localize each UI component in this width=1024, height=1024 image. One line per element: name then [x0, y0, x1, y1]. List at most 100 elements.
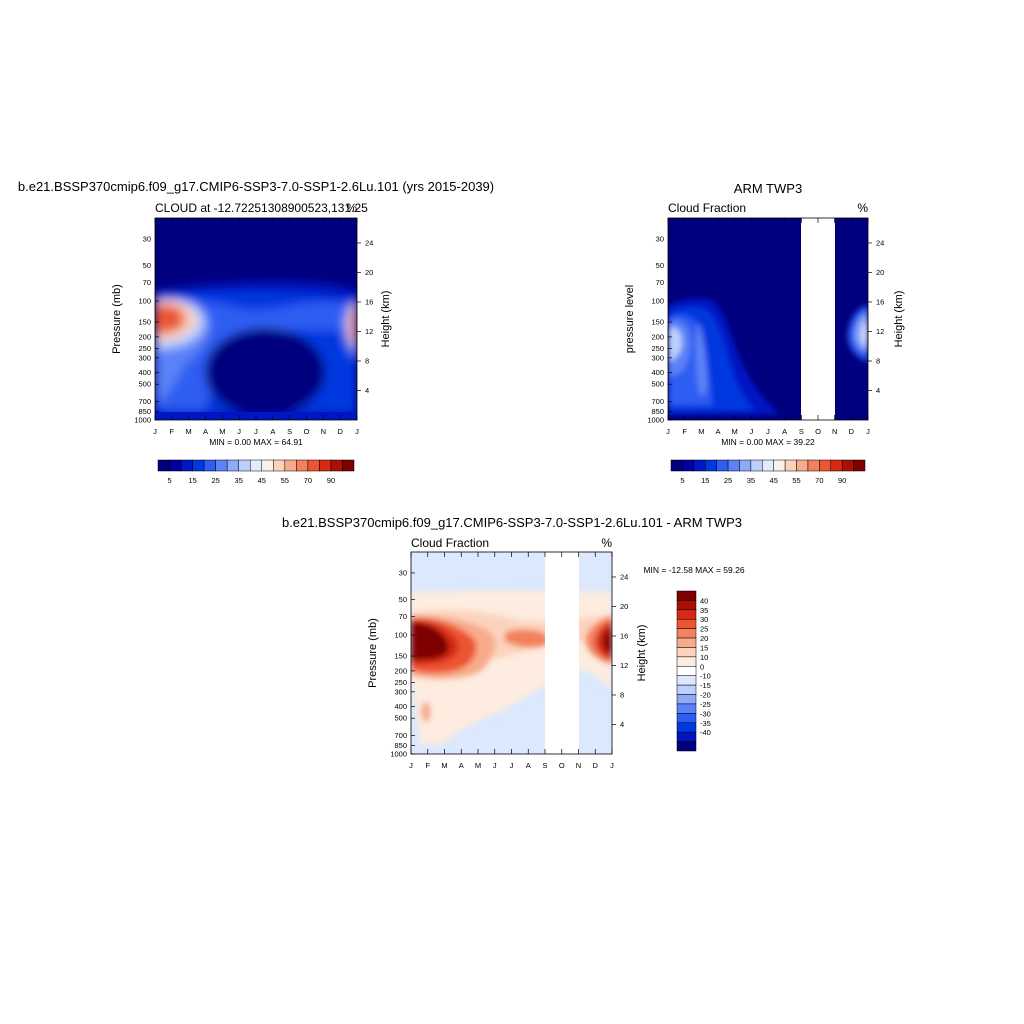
- panel3-xtick-label: F: [425, 761, 430, 770]
- colorbar-label: 40: [700, 596, 708, 605]
- panel1-xtick-label: A: [270, 427, 275, 436]
- colorbar-swatch: [676, 656, 697, 667]
- panel1-xtick-label: S: [287, 427, 292, 436]
- colorbar-swatch: [762, 459, 774, 472]
- colorbar-label: 25: [211, 476, 219, 485]
- panel1-xtick-label: M: [219, 427, 225, 436]
- colorbar-swatch: [169, 459, 182, 472]
- panel3-ytick-label: 700: [394, 731, 407, 740]
- panel3-xtick-label: D: [593, 761, 599, 770]
- colorbar-label: 55: [281, 476, 289, 485]
- panel3-ytick-right-label: 16: [620, 631, 628, 640]
- colorbar-label: 35: [747, 476, 755, 485]
- colorbar-swatch: [261, 459, 274, 472]
- colorbar-swatch: [676, 628, 697, 639]
- colorbar-swatch: [676, 703, 697, 714]
- colorbar-swatch: [330, 459, 343, 472]
- panel2-xtick-label: D: [849, 427, 855, 436]
- panel1-xtick-label: D: [337, 427, 343, 436]
- colorbar-swatch: [676, 600, 697, 611]
- colorbar-swatch: [784, 459, 797, 472]
- panel3-xtick-label: N: [576, 761, 581, 770]
- panel2-ytick-label: 100: [651, 297, 664, 306]
- panel3-subtitle-left: Cloud Fraction: [411, 536, 489, 550]
- colorbar-swatch: [676, 590, 697, 601]
- panel2-xtick-label: J: [766, 427, 770, 436]
- colorbar-swatch: [284, 459, 297, 472]
- colorbar-label: 15: [188, 476, 196, 485]
- panel2-xtick-label: A: [782, 427, 787, 436]
- colorbar-label: 90: [838, 476, 846, 485]
- colorbar-swatch: [296, 459, 309, 472]
- panel3-ytick-label: 300: [394, 687, 407, 696]
- panel2-ytick-right-label: 24: [876, 238, 884, 247]
- panel2-ytick-label: 500: [651, 380, 664, 389]
- colorbar-label: -10: [700, 672, 711, 681]
- panel3-ytick-label: 250: [394, 678, 407, 687]
- panel1-xtick-label: J: [355, 427, 359, 436]
- panel3-ytick-right-label: 4: [620, 720, 624, 729]
- colorbar-label: 15: [700, 643, 708, 652]
- panel3-xtick-label: J: [493, 761, 497, 770]
- panel3-xtick-label: A: [459, 761, 464, 770]
- panel1-xtick-label: J: [153, 427, 157, 436]
- panel1-xtick-label: N: [321, 427, 326, 436]
- colorbar-swatch: [676, 666, 697, 676]
- panel1-ylabel-right: Height (km): [380, 291, 392, 348]
- panel3-ytick-label: 500: [394, 714, 407, 723]
- panel1-ytick-label: 300: [138, 353, 151, 362]
- colorbar-label: 25: [700, 625, 708, 634]
- panel2-ytick-label: 70: [656, 278, 664, 287]
- panel1-ytick-label: 500: [138, 380, 151, 389]
- panel1-title: b.e21.BSSP370cmip6.f09_g17.CMIP6-SSP3-7.…: [18, 179, 494, 194]
- panel3-ytick-right-label: 12: [620, 661, 628, 670]
- colorbar-swatch: [238, 459, 251, 472]
- colorbar-swatch: [192, 459, 205, 472]
- panel1-ytick-label: 30: [143, 234, 151, 243]
- panel3-field: [411, 552, 612, 754]
- colorbar-label: -20: [700, 691, 711, 700]
- panel2-xtick-label: O: [815, 427, 821, 436]
- panel2-ytick-label: 400: [651, 368, 664, 377]
- panel1-ytick-label: 1000: [134, 416, 151, 425]
- panel2-xtick-label: M: [732, 427, 738, 436]
- panel2-title: ARM TWP3: [734, 181, 802, 196]
- panel3-subtitle-right: %: [601, 536, 612, 550]
- panel2-xtick-label: M: [698, 427, 704, 436]
- panel3-ylabel-right: Height (km): [636, 625, 648, 682]
- colorbar-label: 35: [235, 476, 243, 485]
- panel2-xtick-label: J: [666, 427, 670, 436]
- panel3-ytick-label: 30: [399, 568, 407, 577]
- panel3-ytick-label: 100: [394, 631, 407, 640]
- colorbar-label: 10: [700, 653, 708, 662]
- panel3-ylabel: Pressure (mb): [367, 618, 379, 688]
- colorbar-swatch: [750, 459, 763, 472]
- colorbar-label: -15: [700, 681, 711, 690]
- panel1-ytick-label: 150: [138, 318, 151, 327]
- colorbar-label: 35: [700, 606, 708, 615]
- colorbar-swatch: [215, 459, 228, 472]
- colorbar-label: 5: [167, 476, 171, 485]
- colorbar-swatch: [682, 459, 695, 472]
- panel3-ytick-label: 50: [399, 595, 407, 604]
- colorbar-swatch: [319, 459, 332, 472]
- colorbar-label: 15: [701, 476, 709, 485]
- colorbar-swatch: [693, 459, 706, 472]
- panel1-ytick-right-label: 16: [365, 297, 373, 306]
- panel3-ytick-right-label: 8: [620, 690, 624, 699]
- panel1-field: [155, 218, 357, 420]
- panel1-ytick-label: 100: [138, 297, 151, 306]
- panel2-ytick-right-label: 8: [876, 356, 880, 365]
- panel1-ytick-label: 200: [138, 332, 151, 341]
- panel3-title: b.e21.BSSP370cmip6.f09_g17.CMIP6-SSP3-7.…: [282, 515, 742, 530]
- panel3-ytick-label: 1000: [390, 750, 407, 759]
- panel3-ytick-right-label: 24: [620, 572, 628, 581]
- colorbar-swatch: [716, 459, 729, 472]
- panel1-ytick-label: 700: [138, 397, 151, 406]
- colorbar-swatch: [830, 459, 843, 472]
- colorbar-swatch: [676, 722, 697, 733]
- panel3-xtick-label: J: [510, 761, 514, 770]
- panel2-xtick-label: A: [715, 427, 720, 436]
- colorbar-swatch: [796, 459, 809, 472]
- colorbar-swatch: [676, 694, 697, 705]
